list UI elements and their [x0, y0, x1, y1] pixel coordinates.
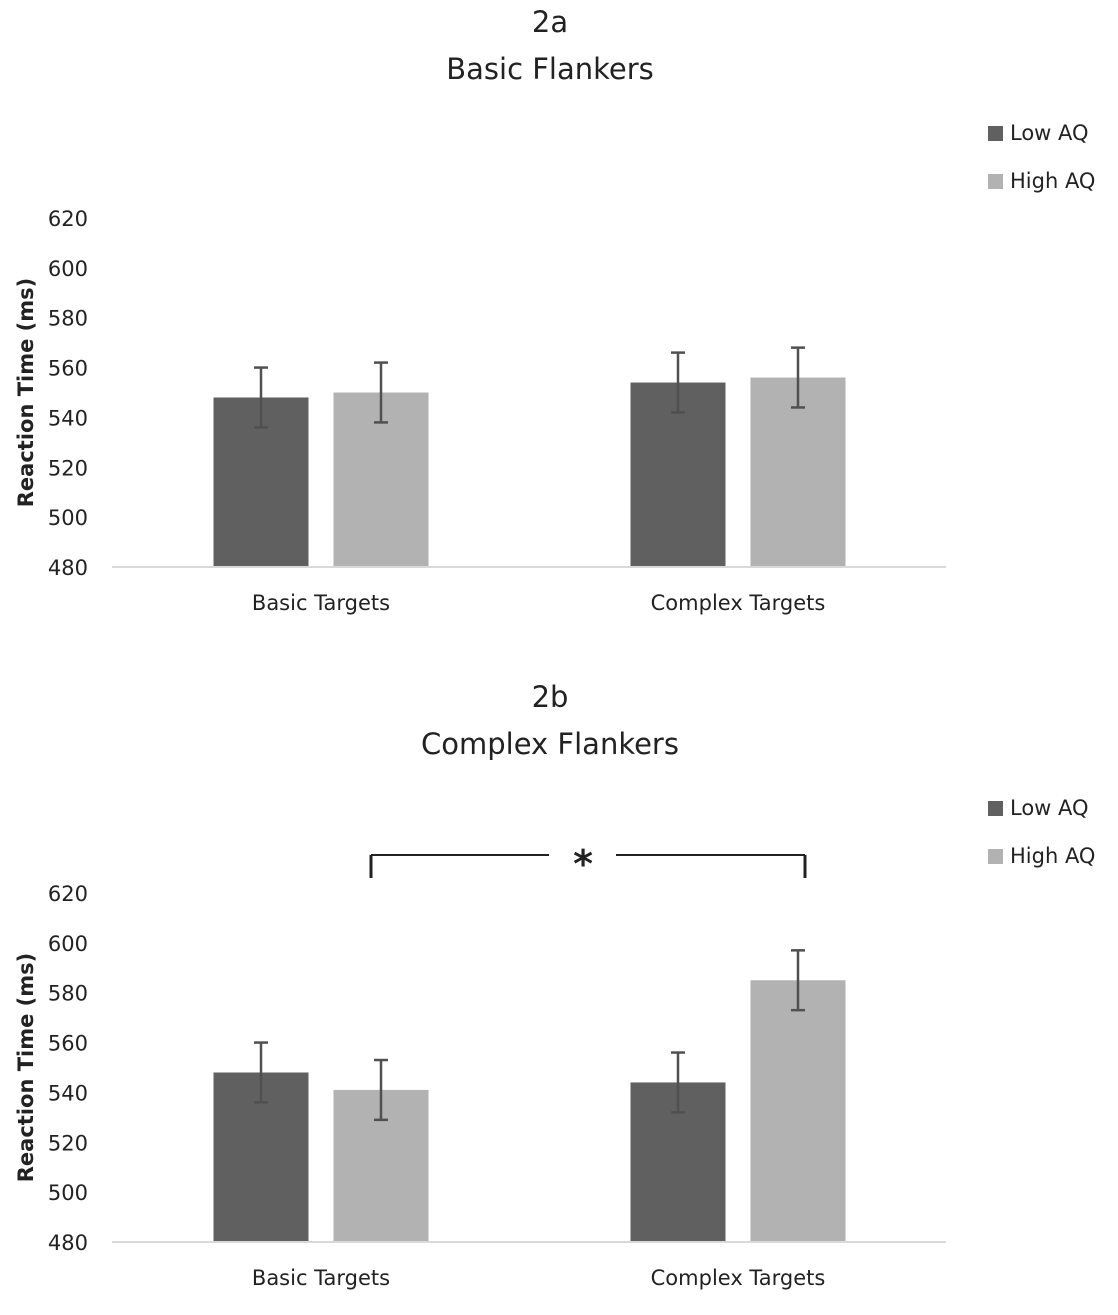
error-bar [671, 351, 685, 414]
panel-label: 2b [531, 680, 569, 714]
error-bar [254, 366, 268, 429]
chart-title: Complex Flankers [421, 727, 679, 761]
y-tick-label: 500 [48, 506, 88, 530]
legend-item-high-aq: High AQ [988, 844, 1095, 868]
y-tick-label: 520 [48, 1131, 88, 1155]
y-tick-label: 480 [48, 1231, 88, 1255]
y-tick-label: 480 [48, 556, 88, 580]
y-tick-label: 580 [48, 982, 88, 1006]
y-axis-label: Reaction Time (ms) [14, 953, 38, 1183]
error-bar [671, 1051, 685, 1114]
error-bar [374, 1058, 388, 1122]
legend-item-low-aq: Low AQ [988, 796, 1089, 820]
x-tick-label: Basic Targets [252, 1266, 390, 1290]
significance-bracket [369, 854, 807, 878]
legend-swatch-high-aq [988, 174, 1003, 189]
panel-label: 2a [531, 5, 569, 39]
chart-panel-2b: 2b Complex Flankers Low AQ High AQ 480 50… [0, 675, 1118, 1315]
error-bar [791, 346, 805, 409]
chart-plot-2a: 480 500 520 540 560 580 600 620 Reaction Time (m… [14, 207, 946, 615]
chart-plot-2b: 480 500 520 540 560 580 600 620 Reaction Time (m… [14, 842, 946, 1290]
legend-item-low-aq: Low AQ [988, 121, 1089, 145]
y-tick-label: 600 [48, 932, 88, 956]
y-tick-label: 600 [48, 257, 88, 281]
bar-high-aq [750, 377, 846, 567]
bar-high-aq [750, 980, 846, 1242]
legend-label: High AQ [1010, 169, 1096, 193]
y-tick-label: 560 [48, 357, 88, 381]
error-bar [374, 361, 388, 424]
legend-label: Low AQ [1010, 121, 1089, 145]
y-tick-label: 540 [48, 406, 88, 430]
y-tick-label: 520 [48, 456, 88, 480]
y-tick-label: 500 [48, 1181, 88, 1205]
legend-label: High AQ [1010, 844, 1096, 868]
legend-swatch-high-aq [988, 849, 1003, 864]
chart-title: Basic Flankers [446, 52, 654, 86]
y-tick-label: 620 [48, 207, 88, 231]
y-tick-label: 560 [48, 1032, 88, 1056]
x-tick-label: Complex Targets [651, 1266, 826, 1290]
y-tick-label: 540 [48, 1081, 88, 1105]
legend-label: Low AQ [1010, 796, 1089, 820]
error-bar [791, 949, 805, 1012]
legend-item-high-aq: High AQ [988, 169, 1095, 193]
x-tick-label: Complex Targets [651, 591, 826, 615]
legend-swatch-low-aq [988, 126, 1003, 141]
x-tick-label: Basic Targets [252, 591, 390, 615]
significance-label: * [573, 842, 593, 886]
y-tick-label: 620 [48, 882, 88, 906]
chart-panel-2a: 2a Basic Flankers Low AQ High AQ 480 500 5… [0, 0, 1118, 640]
legend-swatch-low-aq [988, 801, 1003, 816]
y-tick-label: 580 [48, 307, 88, 331]
y-axis-label: Reaction Time (ms) [14, 278, 38, 508]
error-bar [254, 1041, 268, 1104]
